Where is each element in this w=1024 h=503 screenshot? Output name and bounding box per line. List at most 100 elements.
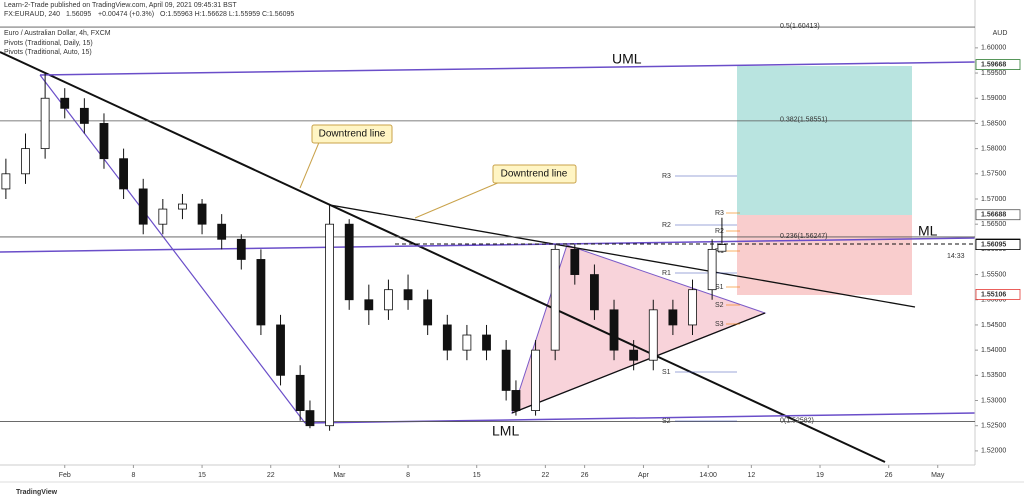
candle-body bbox=[119, 158, 128, 190]
uml-label: UML bbox=[612, 51, 642, 67]
price: 1.56095 bbox=[66, 11, 91, 18]
fib-label: 0.382(1.58551) bbox=[780, 117, 827, 124]
lml-label: LML bbox=[492, 423, 519, 439]
candle-body bbox=[550, 248, 560, 351]
ml-line bbox=[0, 237, 976, 253]
candle-body bbox=[158, 208, 168, 225]
x-tick-label: 15 bbox=[198, 472, 206, 479]
pivot-label: S1 bbox=[662, 369, 671, 376]
x-tick-label: 22 bbox=[267, 472, 275, 479]
study: Pivots (Traditional, Daily, 15) bbox=[4, 40, 93, 47]
candle-body bbox=[256, 259, 266, 326]
pivot-label: R3 bbox=[662, 173, 671, 180]
candle-body bbox=[570, 248, 580, 275]
fib-label: 0.5(1.60413) bbox=[780, 23, 820, 30]
candle-body bbox=[1, 173, 11, 190]
candle-body bbox=[295, 374, 305, 411]
pivot-label: S3 bbox=[715, 321, 724, 328]
y-tick-label: 1.57000 bbox=[981, 196, 1006, 203]
stop-zone bbox=[737, 215, 912, 295]
candle-body bbox=[501, 349, 511, 391]
x-tick-label: 8 bbox=[406, 472, 410, 479]
price-badge bbox=[975, 239, 1021, 250]
currency: AUD bbox=[993, 30, 1008, 37]
y-tick-label: 1.55000 bbox=[981, 297, 1006, 304]
candle-body bbox=[276, 324, 285, 376]
candle-body bbox=[668, 309, 678, 326]
callout bbox=[492, 164, 577, 184]
candle-body bbox=[688, 289, 697, 326]
candle-body bbox=[482, 334, 491, 351]
candle-body bbox=[707, 248, 717, 291]
candle-body bbox=[99, 123, 109, 160]
x-tick-label: 19 bbox=[816, 472, 824, 479]
price-badge-label: 1.56095 bbox=[981, 241, 1006, 248]
callout-pointer bbox=[299, 139, 321, 189]
y-tick-label: 1.59000 bbox=[981, 95, 1006, 102]
callout-pointer bbox=[414, 181, 501, 219]
candle-body bbox=[344, 223, 354, 301]
pivot-label: S1 bbox=[715, 284, 724, 291]
y-tick-label: 1.53500 bbox=[981, 372, 1006, 379]
candle-body bbox=[79, 107, 89, 124]
candle-body bbox=[40, 97, 50, 150]
candle-body bbox=[384, 289, 393, 311]
y-tick-label: 1.58000 bbox=[981, 145, 1006, 152]
y-tick-label: 1.55500 bbox=[981, 271, 1006, 278]
candle-body bbox=[609, 309, 619, 351]
pivot-label: R2 bbox=[715, 228, 724, 235]
ml-label: ML bbox=[918, 223, 938, 239]
pivot-label: S2 bbox=[662, 418, 671, 425]
x-tick-label: 15 bbox=[473, 472, 481, 479]
y-tick-label: 1.52000 bbox=[981, 448, 1006, 455]
candle-body bbox=[648, 309, 658, 361]
x-tick-label: 26 bbox=[885, 472, 893, 479]
price-badge bbox=[975, 59, 1021, 70]
fib-label: 0(1.52582) bbox=[780, 417, 814, 424]
candle-body bbox=[305, 410, 315, 427]
symbol: FX:EURAUD, 240 bbox=[4, 11, 60, 18]
pivot-label: R1 bbox=[662, 270, 671, 277]
pivot-label: R2 bbox=[662, 222, 671, 229]
callout bbox=[311, 124, 393, 144]
y-tick-label: 1.57500 bbox=[981, 171, 1006, 178]
pivot-label: S2 bbox=[715, 302, 724, 309]
y-tick-label: 1.56500 bbox=[981, 221, 1006, 228]
candle-body bbox=[462, 334, 472, 351]
candle-body bbox=[403, 289, 413, 301]
target-zone bbox=[737, 66, 912, 215]
candle-body bbox=[442, 324, 452, 351]
candle-body bbox=[217, 223, 227, 240]
price-badge bbox=[975, 289, 1021, 300]
triangle-base bbox=[511, 312, 766, 414]
y-tick-label: 1.54500 bbox=[981, 322, 1006, 329]
y-tick-label: 1.59500 bbox=[981, 70, 1006, 77]
y-tick-label: 1.58500 bbox=[981, 120, 1006, 127]
price-badge bbox=[975, 209, 1021, 221]
fib-label: 0.236(1.56247) bbox=[780, 233, 827, 240]
candle-body bbox=[138, 188, 148, 225]
downtrend-line bbox=[329, 204, 916, 308]
change: +0.00474 (+0.3%) bbox=[98, 11, 154, 18]
footer: TradingView bbox=[16, 489, 58, 496]
x-tick-label: 14:00 bbox=[699, 472, 717, 479]
callout-text: Downtrend line bbox=[501, 169, 568, 180]
callout-text: Downtrend line bbox=[319, 129, 386, 140]
y-tick-label: 1.54000 bbox=[981, 347, 1006, 354]
x-tick-label: Feb bbox=[59, 472, 71, 479]
candle-body bbox=[511, 390, 521, 411]
candle-body bbox=[21, 148, 30, 175]
candle-body bbox=[197, 203, 207, 225]
header: Learn-2-Trade published on TradingView.c… bbox=[4, 2, 237, 9]
x-tick-label: May bbox=[931, 472, 945, 479]
x-tick-label: Apr bbox=[638, 472, 650, 479]
y-tick-label: 1.52500 bbox=[981, 423, 1006, 430]
candle-body bbox=[717, 244, 727, 252]
candle-body bbox=[423, 299, 433, 326]
candle-body bbox=[60, 97, 70, 109]
x-tick-label: 26 bbox=[581, 472, 589, 479]
study: Pivots (Traditional, Auto, 15) bbox=[4, 49, 92, 56]
x-tick-label: 8 bbox=[131, 472, 135, 479]
candle-body bbox=[325, 223, 334, 427]
